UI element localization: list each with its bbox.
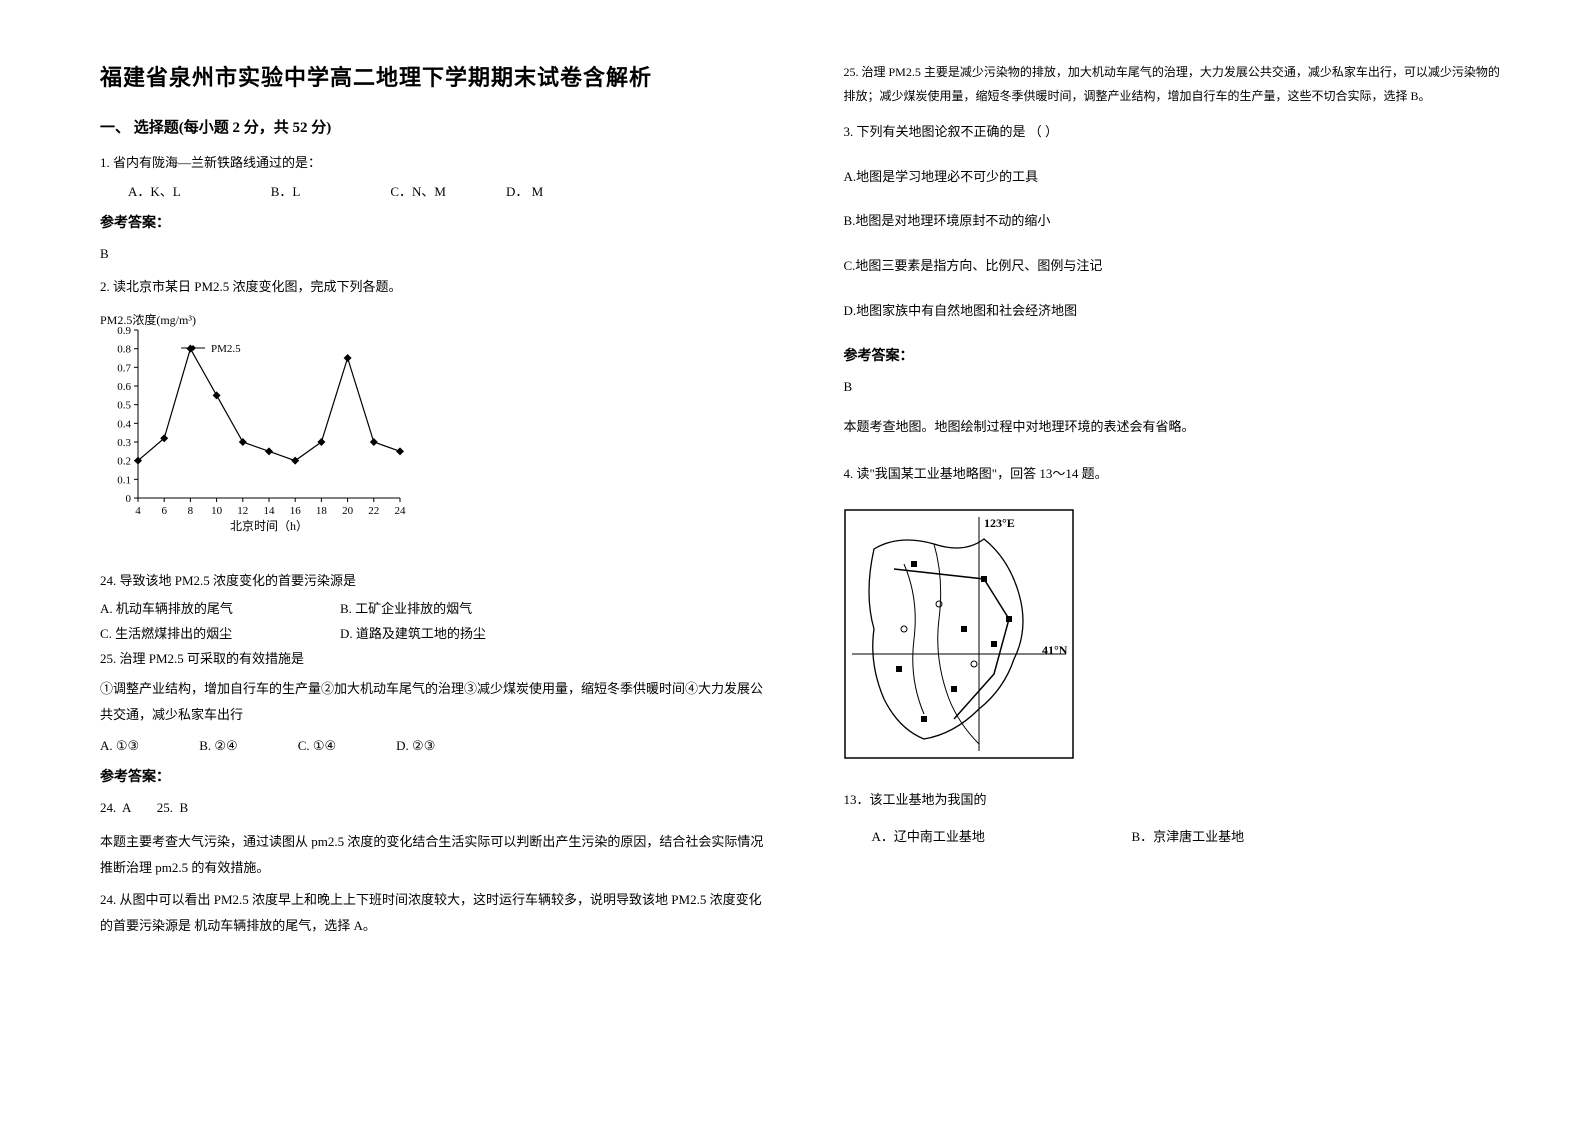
q3-opt-a: A.地图是学习地理必不可少的工具 <box>844 165 1508 190</box>
q3-opt-c: C.地图三要素是指方向、比例尺、图例与注记 <box>844 254 1508 279</box>
q2-25-opt-b: B. ②④ <box>199 734 237 759</box>
q2-24-opt-b: B. 工矿企业排放的烟气 <box>340 597 472 622</box>
svg-text:6: 6 <box>161 505 167 517</box>
q2-24-opt-d: D. 道路及建筑工地的扬尘 <box>340 622 486 647</box>
q3-opt-b: B.地图是对地理环境原封不动的缩小 <box>844 209 1508 234</box>
svg-text:22: 22 <box>368 505 379 517</box>
svg-text:0.5: 0.5 <box>117 399 131 411</box>
q1-opt-a: A．K、L <box>128 180 181 205</box>
svg-text:16: 16 <box>290 505 302 517</box>
q2-sub25: 25. 治理 PM2.5 可采取的有效措施是 <box>100 647 764 672</box>
q1-options: A．K、L B．L C．N、M D． M <box>100 180 764 205</box>
q4-sub13-opts: A．辽中南工业基地 B．京津唐工业基地 <box>844 825 1508 850</box>
svg-text:0.7: 0.7 <box>117 362 131 374</box>
svg-text:18: 18 <box>316 505 328 517</box>
svg-text:24: 24 <box>395 505 407 517</box>
q4-13-opt-a: A．辽中南工业基地 <box>872 825 1132 850</box>
svg-text:20: 20 <box>342 505 354 517</box>
q2-25-opt-c: C. ①④ <box>298 734 336 759</box>
q3-opt-d: D.地图家族中有自然地图和社会经济地图 <box>844 299 1508 324</box>
q2-sub24-row1: A. 机动车辆排放的尾气 B. 工矿企业排放的烟气 <box>100 597 764 622</box>
q2-25-opt-a: A. ①③ <box>100 734 139 759</box>
q2-24-opt-c: C. 生活燃煤排出的烟尘 <box>100 622 340 647</box>
q3-stem: 3. 下列有关地图论叙不正确的是 （ ） <box>844 120 1508 145</box>
q2-24-opt-a: A. 机动车辆排放的尾气 <box>100 597 340 622</box>
q2-25-opt-d: D. ②③ <box>396 734 435 759</box>
svg-text:14: 14 <box>264 505 276 517</box>
svg-text:PM2.5: PM2.5 <box>211 343 241 355</box>
q3-ans-label: 参考答案： <box>844 345 1508 365</box>
q1-opt-d: D． M <box>506 180 543 205</box>
svg-text:10: 10 <box>211 505 223 517</box>
q1-opt-b: B．L <box>271 180 301 205</box>
q4-sub13: 13．该工业基地为我国的 <box>844 788 1508 813</box>
q1-ans: B <box>100 242 764 267</box>
q3-ans: B <box>844 375 1508 400</box>
svg-text:0: 0 <box>126 493 132 505</box>
svg-text:北京时间（h）: 北京时间（h） <box>230 519 308 533</box>
q2-sub25-opts: A. ①③ B. ②④ C. ①④ D. ②③ <box>100 734 764 759</box>
q2-exp2: 24. 从图中可以看出 PM2.5 浓度早上和晚上上下班时间浓度较大，这时运行车… <box>100 887 764 939</box>
svg-text:0.4: 0.4 <box>117 418 131 430</box>
right-column: 25. 治理 PM2.5 主要是减少污染物的排放，加大机动车尾气的治理，大力发展… <box>804 60 1508 1082</box>
pm25-chart: PM2.5浓度(mg/m³) 0 0.1 0.2 0.3 0.4 0.5 0.6 0.7 0.8 0… <box>100 312 764 557</box>
svg-text:12: 12 <box>237 505 248 517</box>
svg-text:0.2: 0.2 <box>117 455 131 467</box>
industrial-base-map: 123°E 41°N <box>844 509 1508 764</box>
section-heading: 一、 选择题(每小题 2 分，共 52 分) <box>100 116 764 137</box>
svg-text:0.1: 0.1 <box>117 474 131 486</box>
q2-stem: 2. 读北京市某日 PM2.5 浓度变化图，完成下列各题。 <box>100 275 764 300</box>
svg-text:0.6: 0.6 <box>117 381 131 393</box>
q2-sub25-detail: ①调整产业结构，增加自行车的生产量②加大机动车尾气的治理③减少煤炭使用量，缩短冬… <box>100 676 764 728</box>
q1-ans-label: 参考答案： <box>100 212 764 232</box>
q1-opt-c: C．N、M <box>390 180 446 205</box>
map-svg: 123°E 41°N <box>844 509 1074 759</box>
exam-title: 福建省泉州市实验中学高二地理下学期期末试卷含解析 <box>100 60 764 92</box>
left-column: 福建省泉州市实验中学高二地理下学期期末试卷含解析 一、 选择题(每小题 2 分，… <box>100 60 804 1082</box>
q4-13-opt-b: B．京津唐工业基地 <box>1132 825 1245 850</box>
q2-ans-label: 参考答案： <box>100 766 764 786</box>
svg-text:8: 8 <box>188 505 194 517</box>
svg-text:0.3: 0.3 <box>117 437 131 449</box>
q2-exp25: 25. 治理 PM2.5 主要是减少污染物的排放，加大机动车尾气的治理，大力发展… <box>844 60 1508 108</box>
pm25-chart-svg: PM2.5浓度(mg/m³) 0 0.1 0.2 0.3 0.4 0.5 0.6 0.7 0.8 0… <box>100 312 410 552</box>
svg-text:123°E: 123°E <box>984 516 1015 530</box>
q2-sub24-row2: C. 生活燃煤排出的烟尘 D. 道路及建筑工地的扬尘 <box>100 622 764 647</box>
q3-exp: 本题考查地图。地图绘制过程中对地理环境的表述会有省略。 <box>844 414 1508 440</box>
q2-sub24: 24. 导致该地 PM2.5 浓度变化的首要污染源是 <box>100 569 764 594</box>
q2-ans: 24. A 25. B <box>100 796 764 821</box>
svg-text:41°N: 41°N <box>1042 643 1068 657</box>
svg-text:0.8: 0.8 <box>117 343 131 355</box>
q2-exp1: 本题主要考查大气污染，通过读图从 pm2.5 浓度的变化结合生活实际可以判断出产… <box>100 829 764 881</box>
q1-stem: 1. 省内有陇海—兰新铁路线通过的是： <box>100 151 764 176</box>
q4-stem: 4. 读"我国某工业基地略图"，回答 13～14 题。 <box>844 462 1508 487</box>
svg-text:4: 4 <box>135 505 141 517</box>
svg-text:PM2.5浓度(mg/m³): PM2.5浓度(mg/m³) <box>100 312 196 327</box>
svg-text:0.9: 0.9 <box>117 325 131 337</box>
